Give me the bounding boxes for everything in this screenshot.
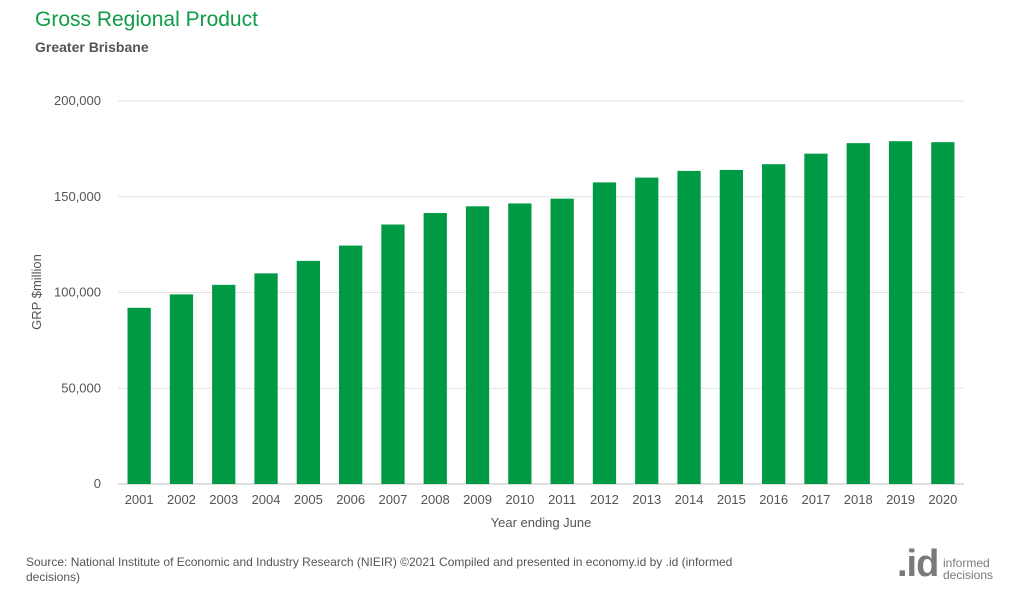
chart-title: Gross Regional Product (35, 8, 258, 31)
x-tick-label: 2010 (505, 492, 534, 507)
y-tick-label: 0 (94, 476, 101, 491)
x-axis-ticks: 2001 2002 2003 2004 2005 2006 2007 2008 2009 2010… (125, 492, 958, 507)
x-tick-label: 2016 (759, 492, 788, 507)
bars (127, 141, 955, 485)
x-tick-label: 2014 (675, 492, 704, 507)
bar-2002[interactable] (169, 294, 194, 484)
logo-line-2: decisions (943, 568, 994, 582)
bar-2007[interactable] (381, 224, 405, 484)
x-axis-label: Year ending June (491, 515, 592, 530)
source-note: Source: National Institute of Economic a… (26, 555, 733, 584)
x-tick-label: 2008 (421, 492, 450, 507)
gridlines (118, 100, 964, 485)
bar-2014[interactable] (677, 170, 701, 484)
bar-2015[interactable] (719, 169, 743, 484)
x-tick-label: 2017 (801, 492, 830, 507)
y-tick-label: 200,000 (54, 93, 101, 108)
x-tick-label: 2015 (717, 492, 746, 507)
bar-2018[interactable] (846, 143, 870, 484)
bar-2012[interactable] (592, 182, 617, 484)
x-tick-label: 2007 (378, 492, 407, 507)
x-tick-label: 2003 (209, 492, 238, 507)
y-tick-label: 150,000 (54, 189, 101, 204)
bar-2020[interactable] (931, 142, 955, 485)
x-tick-label: 2013 (632, 492, 661, 507)
x-tick-label: 2006 (336, 492, 365, 507)
x-tick-label: 2005 (294, 492, 323, 507)
logo-text: informed decisions (943, 557, 993, 581)
bar-2006[interactable] (339, 245, 363, 484)
y-tick-label: 100,000 (54, 285, 101, 300)
x-tick-label: 2004 (252, 492, 281, 507)
x-tick-label: 2012 (590, 492, 619, 507)
id-logo[interactable]: .id informed decisions (897, 543, 1007, 587)
bar-2008[interactable] (423, 213, 447, 484)
x-tick-label: 2009 (463, 492, 492, 507)
x-tick-label: 2019 (886, 492, 915, 507)
bar-2001[interactable] (127, 307, 151, 484)
bar-2019[interactable] (888, 141, 913, 484)
bar-2016[interactable] (762, 164, 786, 484)
x-tick-label: 2002 (167, 492, 196, 507)
bar-2013[interactable] (635, 177, 659, 484)
logo-line-1: informed (943, 556, 990, 570)
chart-subtitle: Greater Brisbane (35, 39, 149, 55)
bar-2017[interactable] (804, 153, 828, 484)
x-tick-label: 2001 (125, 492, 154, 507)
bar-2004[interactable] (254, 273, 278, 484)
x-tick-label: 2020 (928, 492, 957, 507)
y-axis-label: GRP $million (29, 254, 44, 330)
bar-2003[interactable] (212, 284, 236, 484)
y-tick-label: 50,000 (61, 380, 101, 395)
y-axis-ticks: 0 50,000 100,000 150,000 200,000 (54, 93, 101, 491)
bar-2010[interactable] (508, 203, 532, 484)
bar-2011[interactable] (550, 198, 574, 485)
x-tick-label: 2018 (844, 492, 873, 507)
logo-mark: .id (897, 543, 939, 585)
bar-2009[interactable] (465, 206, 490, 484)
bar-2005[interactable] (296, 260, 320, 484)
x-tick-label: 2011 (548, 492, 576, 507)
